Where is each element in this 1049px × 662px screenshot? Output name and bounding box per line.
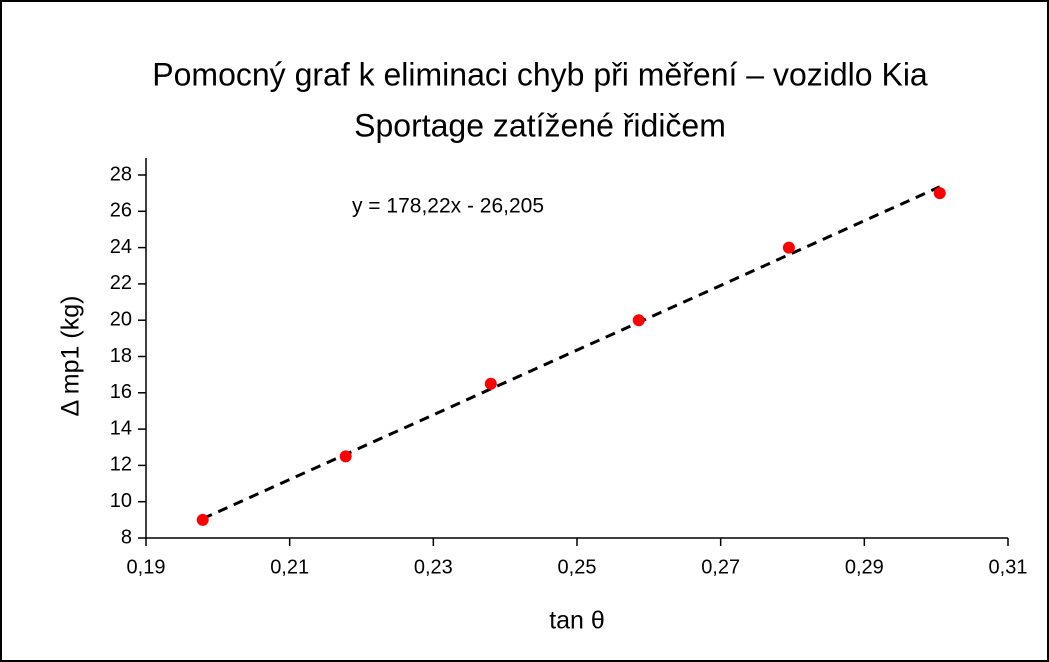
y-tick-label: 20 (110, 308, 132, 330)
x-tick-label: 0,21 (270, 556, 309, 578)
x-tick-label: 0,27 (701, 556, 740, 578)
y-tick-label: 14 (110, 417, 132, 439)
y-tick-label: 24 (110, 236, 132, 258)
y-tick-label: 12 (110, 454, 132, 476)
y-tick-label: 18 (110, 345, 132, 367)
y-tick-label: 22 (110, 272, 132, 294)
data-point (484, 377, 497, 390)
chart-title: Sportage zatížené řidičem (354, 107, 726, 143)
x-tick-label: 0,31 (989, 556, 1028, 578)
y-tick-label: 26 (110, 200, 132, 222)
y-tick-label: 16 (110, 381, 132, 403)
x-tick-label: 0,19 (127, 556, 166, 578)
y-axis-label: Δ mp1 (kg) (57, 296, 85, 417)
x-tick-label: 0,23 (414, 556, 453, 578)
data-point (782, 241, 795, 254)
data-point (933, 187, 946, 200)
y-tick-label: 10 (110, 490, 132, 512)
chart-title: Pomocný graf k eliminaci chyb při měření… (152, 56, 928, 92)
trendline-equation: y = 178,22x - 26,205 (352, 195, 544, 218)
x-tick-label: 0,29 (845, 556, 884, 578)
data-point (339, 450, 352, 463)
data-point (632, 314, 645, 327)
x-tick-label: 0,25 (558, 556, 597, 578)
y-tick-label: 8 (121, 526, 132, 548)
data-point (196, 513, 209, 526)
x-axis-label: tan θ (549, 607, 605, 635)
y-tick-label: 28 (110, 163, 132, 185)
